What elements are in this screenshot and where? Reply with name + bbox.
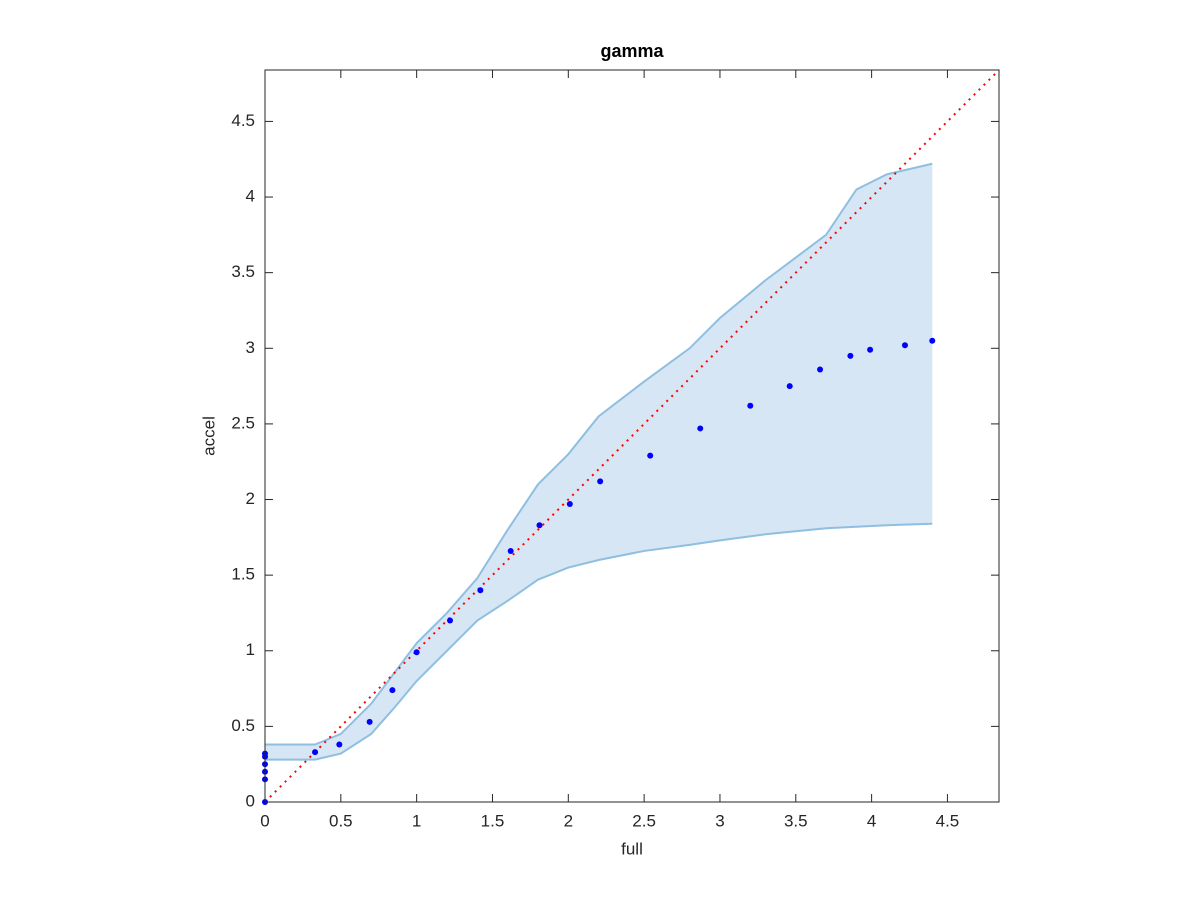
data-point [901, 342, 908, 349]
data-point [566, 501, 573, 508]
data-point [647, 452, 654, 459]
y-tick-label: 4.5 [231, 111, 255, 130]
x-tick-label: 1.5 [481, 811, 505, 830]
y-axis-label: accel [199, 416, 218, 456]
x-tick-label: 1 [412, 811, 421, 830]
x-tick-label: 0 [260, 811, 269, 830]
data-point [389, 687, 396, 694]
confidence-band [265, 163, 933, 760]
data-point [507, 547, 514, 554]
y-tick-label: 2.5 [231, 413, 255, 432]
x-tick-label: 3 [715, 811, 724, 830]
axes-box [264, 69, 1000, 803]
data-point [786, 383, 793, 390]
band-upper [265, 162, 933, 746]
data-point [597, 478, 604, 485]
data-point [366, 718, 373, 725]
y-tick-label: 1 [246, 640, 255, 659]
reference-line [264, 69, 1000, 803]
chart-title: gamma [600, 41, 664, 61]
x-tick-label: 3.5 [784, 811, 808, 830]
y-tick-label: 0 [246, 791, 255, 810]
data-point [336, 741, 343, 748]
data-point [413, 649, 420, 656]
y-tick-label: 0.5 [231, 716, 255, 735]
y-tick-label: 3 [246, 338, 255, 357]
data-point [697, 425, 704, 432]
x-tick-label: 4 [867, 811, 876, 830]
data-point [477, 587, 484, 594]
data-point [847, 352, 854, 359]
x-tick-label: 0.5 [329, 811, 353, 830]
data-point [747, 402, 754, 409]
y-tick-label: 2 [246, 489, 255, 508]
data-point [447, 617, 454, 624]
band-lower [265, 522, 933, 761]
data-point [536, 522, 543, 529]
data-point [817, 366, 824, 373]
x-tick-label: 4.5 [936, 811, 960, 830]
x-tick-label: 2.5 [632, 811, 656, 830]
y-tick-label: 1.5 [231, 565, 255, 584]
y-tick-label: 4 [246, 187, 255, 206]
x-tick-label: 2 [564, 811, 573, 830]
data-point [929, 337, 936, 344]
x-axis-label: full [621, 839, 643, 858]
data-point [312, 749, 319, 756]
y-tick-label: 3.5 [231, 262, 255, 281]
data-point [867, 346, 874, 353]
